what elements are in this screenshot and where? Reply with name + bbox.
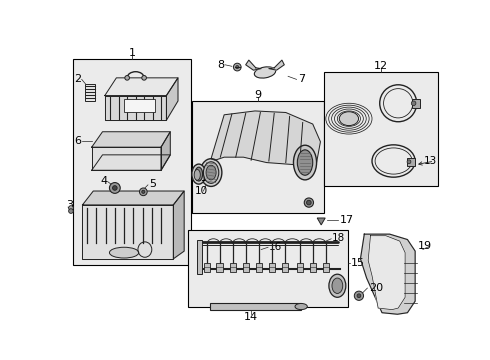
Bar [124,99,155,112]
Polygon shape [173,191,184,259]
Bar [188,230,348,307]
Polygon shape [211,111,320,165]
Polygon shape [82,205,173,259]
Text: 4: 4 [100,176,107,186]
Text: 3: 3 [66,200,74,210]
Bar [85,84,95,101]
Ellipse shape [332,278,343,293]
Ellipse shape [203,162,219,183]
Polygon shape [161,132,171,170]
Circle shape [140,188,147,195]
Bar [229,263,236,272]
Circle shape [357,294,361,298]
Bar [269,263,275,272]
Polygon shape [105,78,178,95]
Ellipse shape [339,112,359,126]
Text: 11: 11 [195,173,208,183]
Text: 7: 7 [298,75,305,84]
Ellipse shape [192,164,206,184]
Bar [74,59,191,265]
Ellipse shape [206,165,216,180]
Bar [310,263,316,272]
Text: 2: 2 [74,73,81,84]
Circle shape [113,186,117,190]
Bar [282,263,288,272]
Bar [408,158,415,166]
Polygon shape [105,95,167,120]
Bar [217,263,222,272]
Bar [412,99,420,108]
Circle shape [142,76,147,80]
Ellipse shape [109,247,139,258]
Text: 1: 1 [129,48,136,58]
Ellipse shape [254,67,276,78]
Bar [323,263,329,272]
Circle shape [304,198,314,207]
Polygon shape [368,236,405,310]
Circle shape [354,291,364,300]
Circle shape [109,183,120,193]
Text: 10: 10 [195,186,208,196]
Bar [324,72,438,186]
Circle shape [69,209,74,213]
Circle shape [125,76,129,80]
Text: 20: 20 [369,283,383,293]
Text: 16: 16 [269,242,282,252]
Ellipse shape [195,167,203,181]
Ellipse shape [295,303,307,310]
Polygon shape [92,147,161,170]
Ellipse shape [329,274,346,297]
Text: 19: 19 [418,241,432,251]
Circle shape [307,200,311,205]
Polygon shape [92,155,171,170]
Circle shape [233,63,241,71]
Text: 12: 12 [374,61,388,71]
Ellipse shape [294,145,317,180]
Circle shape [236,66,239,69]
Polygon shape [167,78,178,120]
Polygon shape [82,191,184,205]
Ellipse shape [200,159,222,186]
Bar [296,263,303,272]
Circle shape [407,160,411,164]
Polygon shape [361,234,415,314]
Bar [210,303,301,310]
Text: 6: 6 [74,136,82,146]
Bar [204,263,210,272]
Text: 14: 14 [244,311,258,321]
Circle shape [411,101,416,105]
Ellipse shape [297,150,313,175]
Bar [243,263,249,272]
Ellipse shape [194,170,200,180]
Text: 9: 9 [254,90,262,100]
Text: 18: 18 [332,233,345,243]
Circle shape [142,190,145,193]
Text: 8: 8 [217,60,224,70]
Polygon shape [245,60,261,70]
Bar [256,263,262,272]
Bar [197,239,202,274]
Bar [192,101,324,213]
Text: 5: 5 [149,179,156,189]
Polygon shape [269,60,284,70]
Polygon shape [92,132,171,147]
Circle shape [69,206,74,210]
Text: 15: 15 [351,258,365,267]
Text: 17: 17 [340,215,354,225]
Text: 13: 13 [424,156,438,166]
